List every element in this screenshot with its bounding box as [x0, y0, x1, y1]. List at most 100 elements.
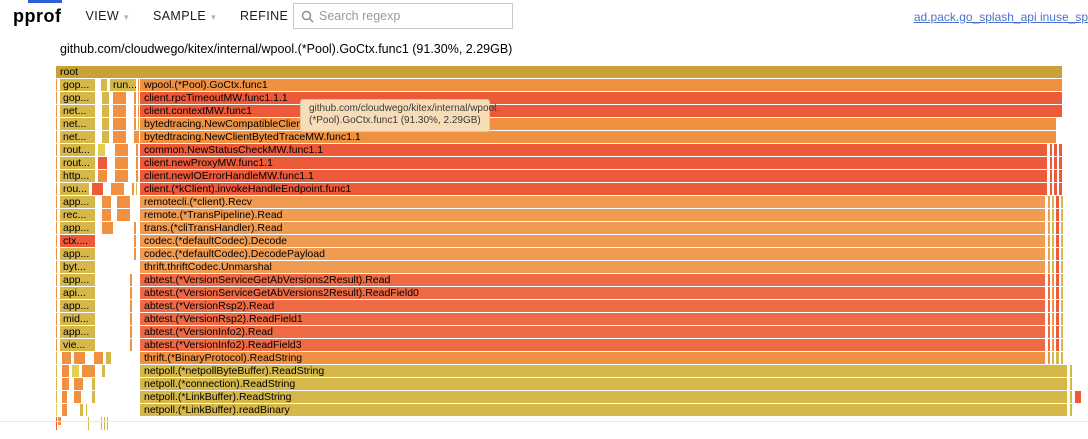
flame-sliver[interactable]	[1056, 196, 1059, 208]
flame-frame[interactable]: abtest.(*VersionRsp2).ReadField1	[140, 313, 1045, 325]
flame-sliver[interactable]	[101, 79, 107, 91]
flame-frame-small[interactable]: ctx....	[60, 235, 95, 247]
flame-frame-small[interactable]: byt...	[60, 261, 95, 273]
flame-frame[interactable]: abtest.(*VersionInfo2).ReadField3	[140, 339, 1045, 351]
flame-sliver[interactable]	[1059, 144, 1062, 156]
flame-sliver[interactable]	[136, 170, 138, 182]
menu-view[interactable]: VIEW ▾	[85, 9, 128, 23]
flame-sliver[interactable]	[56, 326, 57, 338]
flame-sliver[interactable]	[1048, 300, 1050, 312]
flame-sliver[interactable]	[1056, 222, 1059, 234]
flame-sliver[interactable]	[1052, 196, 1054, 208]
flame-sliver[interactable]	[56, 287, 57, 299]
flame-frame-small[interactable]: app...	[60, 222, 95, 234]
flame-frame[interactable]: wpool.(*Pool).GoCtx.func1	[140, 79, 1062, 91]
flame-sliver[interactable]	[1056, 235, 1059, 247]
flame-frame-small[interactable]: net...	[60, 105, 95, 117]
flame-sliver[interactable]	[56, 157, 57, 169]
flame-sliver[interactable]	[80, 404, 83, 416]
flame-frame-small[interactable]: app...	[60, 248, 95, 260]
flame-sliver[interactable]	[1052, 326, 1054, 338]
flame-sliver[interactable]	[1048, 261, 1050, 273]
flame-sliver[interactable]	[102, 222, 113, 234]
flame-sliver[interactable]	[102, 131, 109, 143]
flame-sliver[interactable]	[98, 157, 107, 169]
flame-sliver[interactable]	[56, 105, 57, 117]
flame-sliver[interactable]	[102, 105, 109, 117]
flame-sliver[interactable]	[134, 222, 136, 234]
flame-sliver[interactable]	[1061, 339, 1063, 351]
flame-sliver[interactable]	[56, 274, 57, 286]
flame-sliver[interactable]	[1070, 404, 1072, 416]
flame-sliver[interactable]	[1052, 222, 1054, 234]
flame-sliver[interactable]	[62, 404, 67, 416]
flame-frame[interactable]: trans.(*cliTransHandler).Read	[140, 222, 1045, 234]
flame-sliver[interactable]	[74, 378, 83, 390]
flame-frame[interactable]: client.newIOErrorHandleMW.func1.1	[140, 170, 1047, 182]
flame-sliver[interactable]	[113, 131, 126, 143]
flame-frame-small[interactable]: api...	[60, 287, 95, 299]
flame-sliver[interactable]	[62, 365, 69, 377]
flame-frame[interactable]: bytedtracing.NewClientBytedTraceMW.func1…	[140, 131, 1056, 143]
flame-sliver[interactable]	[1056, 339, 1059, 351]
flame-sliver[interactable]	[134, 118, 136, 130]
flame-sliver[interactable]	[1052, 235, 1054, 247]
flame-sliver[interactable]	[62, 391, 67, 403]
flame-sliver[interactable]	[1061, 261, 1063, 273]
flame-frame-small[interactable]: app...	[60, 300, 95, 312]
flame-frame-small[interactable]: run...	[110, 79, 136, 91]
flame-sliver[interactable]	[86, 404, 87, 416]
flame-sliver[interactable]	[56, 339, 57, 351]
flame-frame-small[interactable]: app...	[60, 196, 95, 208]
flame-sliver[interactable]	[1056, 326, 1059, 338]
flame-sliver[interactable]	[113, 92, 126, 104]
flame-sliver[interactable]	[138, 105, 139, 117]
flame-sliver[interactable]	[134, 248, 136, 260]
flame-sliver[interactable]	[134, 105, 136, 117]
profile-link[interactable]: ad.pack.go_splash_api inuse_sp	[913, 10, 1088, 24]
flame-sliver[interactable]	[106, 352, 111, 364]
flame-sliver[interactable]	[1050, 157, 1052, 169]
flame-sliver[interactable]	[113, 118, 126, 130]
flame-sliver[interactable]	[1061, 300, 1063, 312]
flame-sliver[interactable]	[1048, 287, 1050, 299]
flame-sliver[interactable]	[1061, 326, 1063, 338]
flame-frame-small[interactable]: gop...	[60, 79, 95, 91]
flame-frame[interactable]: client.contextMW.func1	[140, 105, 1062, 117]
flame-sliver[interactable]	[138, 79, 139, 91]
flame-sliver[interactable]	[56, 365, 57, 377]
flame-frame[interactable]: client.(*kClient).invokeHandleEndpoint.f…	[140, 183, 1047, 195]
flame-sliver[interactable]	[136, 144, 138, 156]
flame-sliver[interactable]	[130, 339, 132, 351]
flame-frame[interactable]: thrift.(*BinaryProtocol).ReadString	[140, 352, 1045, 364]
flame-sliver[interactable]	[1052, 300, 1054, 312]
flame-frame-small[interactable]: rout...	[60, 144, 95, 156]
flame-frame-small[interactable]: rec...	[60, 209, 95, 221]
flame-sliver[interactable]	[130, 313, 132, 325]
menu-refine[interactable]: REFINE ▾	[240, 9, 298, 23]
flame-frame[interactable]: netpoll.(*connection).ReadString	[140, 378, 1067, 390]
flame-sliver[interactable]	[1052, 313, 1054, 325]
flame-sliver[interactable]	[1052, 352, 1054, 364]
flame-sliver[interactable]	[1054, 183, 1057, 195]
flame-sliver[interactable]	[117, 209, 130, 221]
flame-frame-small[interactable]: net...	[60, 118, 95, 130]
flame-frame[interactable]: client.rpcTimeoutMW.func1.1.1	[140, 92, 1062, 104]
flame-sliver[interactable]	[1061, 235, 1063, 247]
flame-sliver[interactable]	[1054, 157, 1057, 169]
flame-sliver[interactable]	[56, 196, 57, 208]
flame-sliver[interactable]	[1048, 222, 1050, 234]
flame-sliver[interactable]	[1048, 209, 1050, 221]
flame-sliver[interactable]	[1070, 378, 1072, 390]
flame-sliver[interactable]	[1048, 313, 1050, 325]
flame-sliver[interactable]	[56, 417, 57, 430]
flame-sliver[interactable]	[1054, 170, 1057, 182]
flame-sliver[interactable]	[138, 118, 139, 130]
flame-frame-small[interactable]: rou...	[60, 183, 89, 195]
flame-sliver[interactable]	[1052, 209, 1054, 221]
flame-frame[interactable]: remote.(*TransPipeline).Read	[140, 209, 1045, 221]
flame-sliver[interactable]	[130, 300, 132, 312]
flame-sliver[interactable]	[1052, 274, 1054, 286]
flame-sliver[interactable]	[62, 352, 71, 364]
flame-sliver[interactable]	[1075, 391, 1081, 403]
